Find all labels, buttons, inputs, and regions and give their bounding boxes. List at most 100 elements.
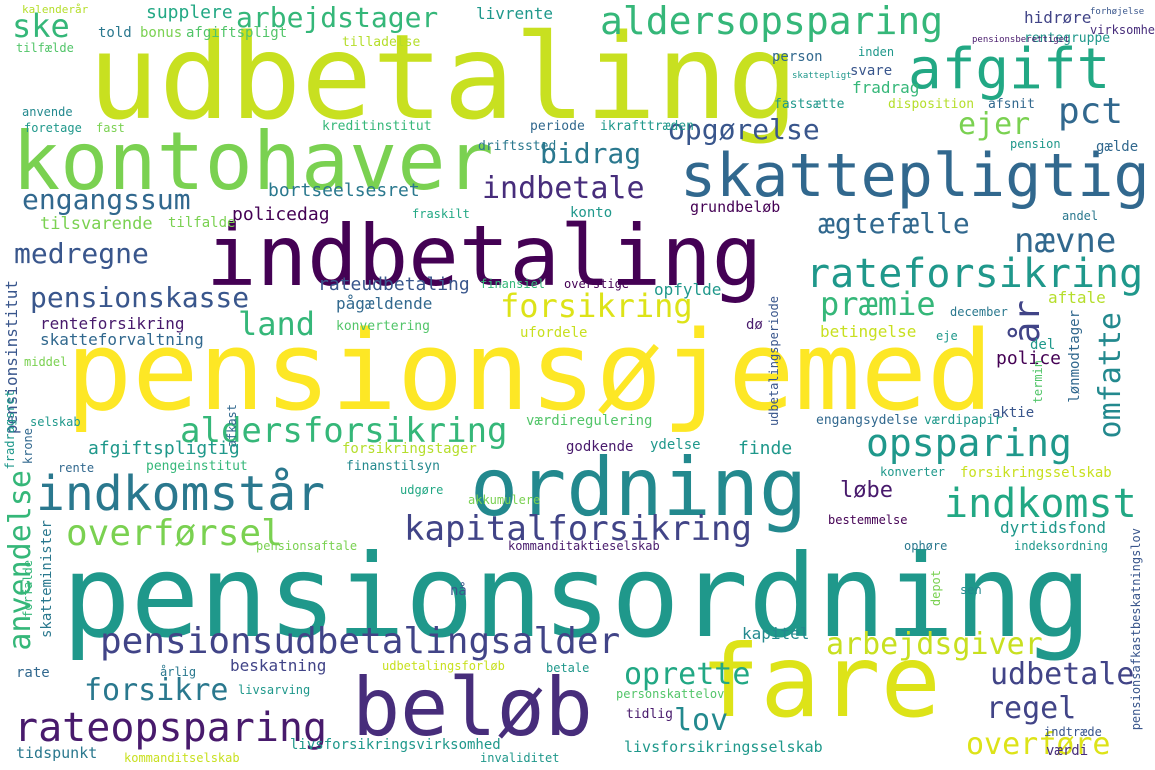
word-fastsaette: fastsætte <box>774 97 845 112</box>
word-betingelse: betingelse <box>820 322 917 341</box>
word-bonus: bonus <box>140 25 183 41</box>
word-told: told <box>98 25 132 41</box>
word-skattepligt: skattepligt <box>792 71 852 81</box>
word-krone: krone <box>21 428 35 465</box>
word-pagaeldende: pågældende <box>336 294 433 313</box>
word-forsikring: forsikring <box>500 287 693 325</box>
word-vaerdi: værdi <box>1046 743 1089 759</box>
word-pensionsojemed: pensionsøjemed <box>66 307 994 435</box>
word-fradrag: fradrag <box>852 78 920 97</box>
word-pensionsudbetalingsalder: pensionsudbetalingsalder <box>100 621 621 662</box>
word-skattepligtig: skattepligtig <box>680 141 1150 211</box>
word-udbetale: udbetale <box>990 657 1135 692</box>
word-person: person <box>772 49 823 65</box>
word-ordning: ordning <box>470 441 808 534</box>
word-indkomst: indkomst <box>944 481 1137 527</box>
word-opsparing: opsparing <box>866 421 1072 465</box>
word-disposition: disposition <box>888 97 975 112</box>
word-overforsel: overførsel <box>66 513 283 554</box>
word-grundbelob: grundbeløb <box>690 198 781 216</box>
word-udbetalingsforlob: udbetalingsforløb <box>382 659 505 673</box>
word-fraskilt: fraskilt <box>412 207 470 221</box>
word-indkomstar: indkomstår <box>36 466 325 522</box>
word-termin: termin <box>1031 360 1045 404</box>
word-afgiftspligtig: afgiftspligtig <box>88 438 240 459</box>
word-lobe: løbe <box>840 478 893 503</box>
word-praemie: præmie <box>820 285 936 323</box>
word-pension: pension <box>1010 137 1061 151</box>
word-land: land <box>238 305 316 343</box>
word-engangsydelse: engangsydelse <box>816 413 918 428</box>
word-tilfalde1: tilfalde <box>168 215 236 231</box>
word-opgorelse: opgørelse <box>668 113 820 146</box>
word-bidrag: bidrag <box>540 137 642 170</box>
word-depot: depot <box>929 570 943 607</box>
word-afgiftspligt: afgiftspligt <box>186 25 288 41</box>
word-finde: finde <box>738 438 793 459</box>
word-konto: konto <box>570 205 613 221</box>
word-vaerdipapir: værdipapir <box>924 413 1003 428</box>
word-indbetaling: indbetaling <box>206 207 763 305</box>
word-indbetale: indbetale <box>482 171 645 206</box>
word-tilfaelde: tilfælde <box>16 41 74 55</box>
word-sen: sen <box>960 583 982 597</box>
word-bestemmelse: bestemmelse <box>828 513 908 527</box>
word-livrente: livrente <box>476 4 554 23</box>
word-aftale: aftale <box>1048 288 1106 307</box>
word-tidspunkt: tidspunkt <box>16 744 98 762</box>
word-forsikringsselskab: forsikringsselskab <box>960 465 1112 481</box>
word-selskab: selskab <box>30 415 81 429</box>
word-fast: fast <box>96 121 125 135</box>
word-kommanditselskab: kommanditselskab <box>124 751 240 765</box>
word-ufordele: ufordele <box>520 325 588 341</box>
word-skatteforvaltning: skatteforvaltning <box>40 330 204 349</box>
word-finanstilsyn: finanstilsyn <box>346 459 440 474</box>
word-andel: andel <box>1062 209 1099 223</box>
word-driftssted: driftssted <box>478 139 557 154</box>
word-pensionsordning: pensionsordning <box>62 530 1092 663</box>
word-periode: periode <box>530 119 585 134</box>
word-dyrtidsfond: dyrtidsfond <box>1000 518 1106 537</box>
word-middel: middel <box>24 355 68 369</box>
word-afsnit: afsnit <box>988 97 1035 112</box>
word-livsforsikringsselskab: livsforsikringsselskab <box>624 738 823 756</box>
word-tidlig: tidlig <box>626 707 673 722</box>
word-belob: beløb <box>352 661 593 754</box>
word-aktie: aktie <box>992 405 1035 421</box>
word-forhojelse: forhøjelse <box>1090 7 1145 17</box>
word-indeksordning: indeksordning <box>1014 539 1108 553</box>
word-vaerdiregulering: værdiregulering <box>526 413 653 429</box>
word-ikrafttraeden: ikrafttræden <box>600 119 694 134</box>
word-hidrore: hidrøre <box>1024 8 1092 27</box>
word-eje: eje <box>936 329 958 343</box>
word-rente: rente <box>58 461 95 475</box>
word-forfalde: forfalde <box>21 560 35 618</box>
word-udbetaling: udbetaling <box>88 8 799 146</box>
word-supplere: supplere <box>146 2 233 23</box>
word-tilladelse: tilladelse <box>342 35 421 50</box>
word-pensionsafkastbeskatningslov: pensionsafkastbeskatningslov <box>1129 528 1143 731</box>
word-beskatning: beskatning <box>230 656 327 675</box>
word-kapitalforsikring: kapitalforsikring <box>404 509 752 549</box>
word-inden: inden <box>858 45 895 59</box>
word-virksomhed: virksomhed <box>1090 23 1155 37</box>
word-policedag: policedag <box>232 204 330 225</box>
word-police: police <box>996 348 1062 369</box>
word-renteforsikring: renteforsikring <box>40 314 185 333</box>
word-december: december <box>950 305 1008 319</box>
word-arbejdsgiver: arbejdsgiver <box>826 627 1043 662</box>
word-gaelde: gælde <box>1096 139 1139 155</box>
word-del: del <box>1030 337 1056 353</box>
word-tilsvarende: tilsvarende <box>40 214 153 234</box>
word-svare: svare <box>850 63 893 79</box>
word-rate: rate <box>16 665 50 681</box>
word-akkumulere: akkumulere <box>468 493 541 507</box>
word-personskattelov: personskattelov <box>616 687 725 701</box>
word-arlig: årlig <box>160 665 197 679</box>
word-udbetalingsperiode: udbetalingsperiode <box>767 296 781 427</box>
word-opfylde: opfylde <box>654 280 722 299</box>
word-regel: regel <box>986 691 1077 726</box>
word-konverter: konverter <box>880 465 946 479</box>
word-overfore: overføre <box>966 727 1111 762</box>
